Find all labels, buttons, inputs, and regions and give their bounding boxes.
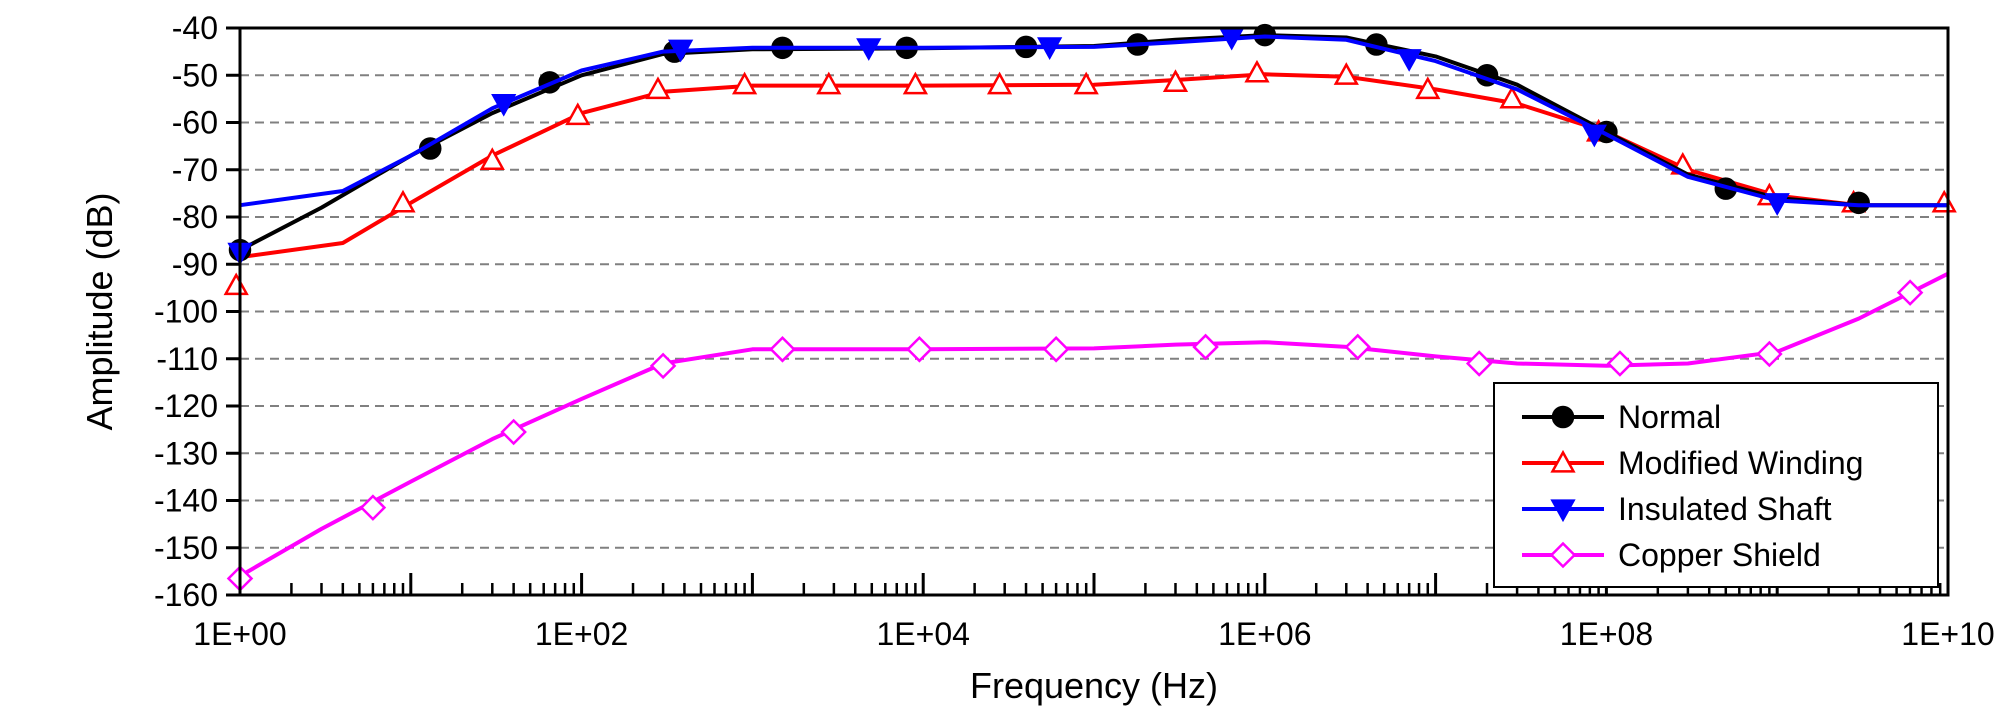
y-tick-label: -50	[172, 57, 218, 93]
y-axis-title: Amplitude (dB)	[79, 192, 120, 430]
data-point	[1764, 193, 1790, 216]
data-point	[359, 494, 387, 521]
data-point	[902, 71, 929, 95]
data-point	[1244, 59, 1270, 83]
data-point	[1037, 37, 1063, 60]
data-point	[479, 147, 505, 170]
x-tick-label: 1E+02	[535, 616, 628, 652]
data-point	[1551, 405, 1575, 429]
legend-item: Copper Shield	[1522, 537, 1821, 573]
legend-label: Copper Shield	[1618, 537, 1821, 573]
data-point	[1162, 69, 1189, 92]
data-point	[816, 71, 842, 95]
data-point	[906, 336, 933, 363]
y-tick-label: -160	[154, 577, 218, 613]
data-point	[1606, 350, 1634, 377]
y-tick-label: -60	[172, 105, 218, 141]
x-tick-label: 1E+06	[1218, 616, 1311, 652]
data-point	[649, 352, 677, 380]
x-tick-label: 1E+04	[876, 616, 969, 652]
y-tick-label: -40	[172, 10, 218, 46]
series-copper-shield	[226, 271, 1949, 592]
legend-item: Normal	[1522, 399, 1721, 435]
y-tick-label: -150	[154, 530, 218, 566]
y-tick-label: -120	[154, 388, 218, 424]
y-tick-label: -70	[172, 152, 218, 188]
series-line	[239, 33, 1948, 252]
legend: Normal Modified Winding Insulated Shaft Cop…	[1493, 382, 1939, 588]
y-tick-label: -90	[172, 246, 218, 282]
data-point	[1465, 350, 1493, 377]
y-tick-label: -140	[154, 483, 218, 519]
legend-label: Normal	[1618, 399, 1721, 435]
data-point	[645, 76, 671, 100]
legend-label: Insulated Shaft	[1618, 491, 1832, 527]
legend-label: Modified Winding	[1618, 445, 1863, 481]
y-tick-label: -100	[154, 294, 218, 330]
data-point	[1344, 333, 1371, 361]
data-point	[1396, 49, 1422, 72]
data-point	[1550, 499, 1576, 523]
data-point	[1581, 124, 1607, 148]
data-point	[1499, 85, 1525, 109]
x-tick-label: 1E+10	[1901, 616, 1994, 652]
data-point	[668, 39, 694, 63]
data-series	[223, 23, 1957, 592]
data-point	[1192, 333, 1219, 361]
data-point	[986, 71, 1013, 95]
data-point	[565, 102, 591, 126]
data-point	[390, 189, 416, 213]
legend-item: Insulated Shaft	[1522, 491, 1832, 527]
x-tick-label: 1E+08	[1560, 616, 1653, 652]
legend-item: Modified Winding	[1522, 445, 1863, 481]
data-point	[491, 93, 517, 117]
x-tick-label: 1E+00	[193, 616, 286, 652]
series-line	[239, 34, 1948, 208]
y-tick-label: -130	[154, 435, 218, 471]
data-point	[1756, 340, 1783, 368]
y-tick-label: -110	[156, 341, 218, 377]
data-point	[1896, 279, 1924, 306]
axes: -40 -50 -60 -70 -80 -90 -100 -110 -120 -130 -140 -1…	[154, 10, 1995, 652]
data-point	[731, 71, 758, 95]
series-insulated-shaft	[227, 27, 1948, 266]
data-point	[1550, 449, 1576, 473]
data-point	[769, 336, 796, 363]
data-point	[1042, 336, 1070, 363]
data-point	[1415, 76, 1441, 100]
data-point	[500, 418, 527, 446]
x-axis-title: Frequency (Hz)	[970, 665, 1218, 706]
data-point	[1333, 62, 1359, 85]
data-point	[856, 38, 882, 61]
y-tick-label: -80	[172, 199, 218, 235]
data-point	[1073, 71, 1099, 95]
series-line	[238, 271, 1949, 578]
data-point	[1549, 541, 1577, 569]
